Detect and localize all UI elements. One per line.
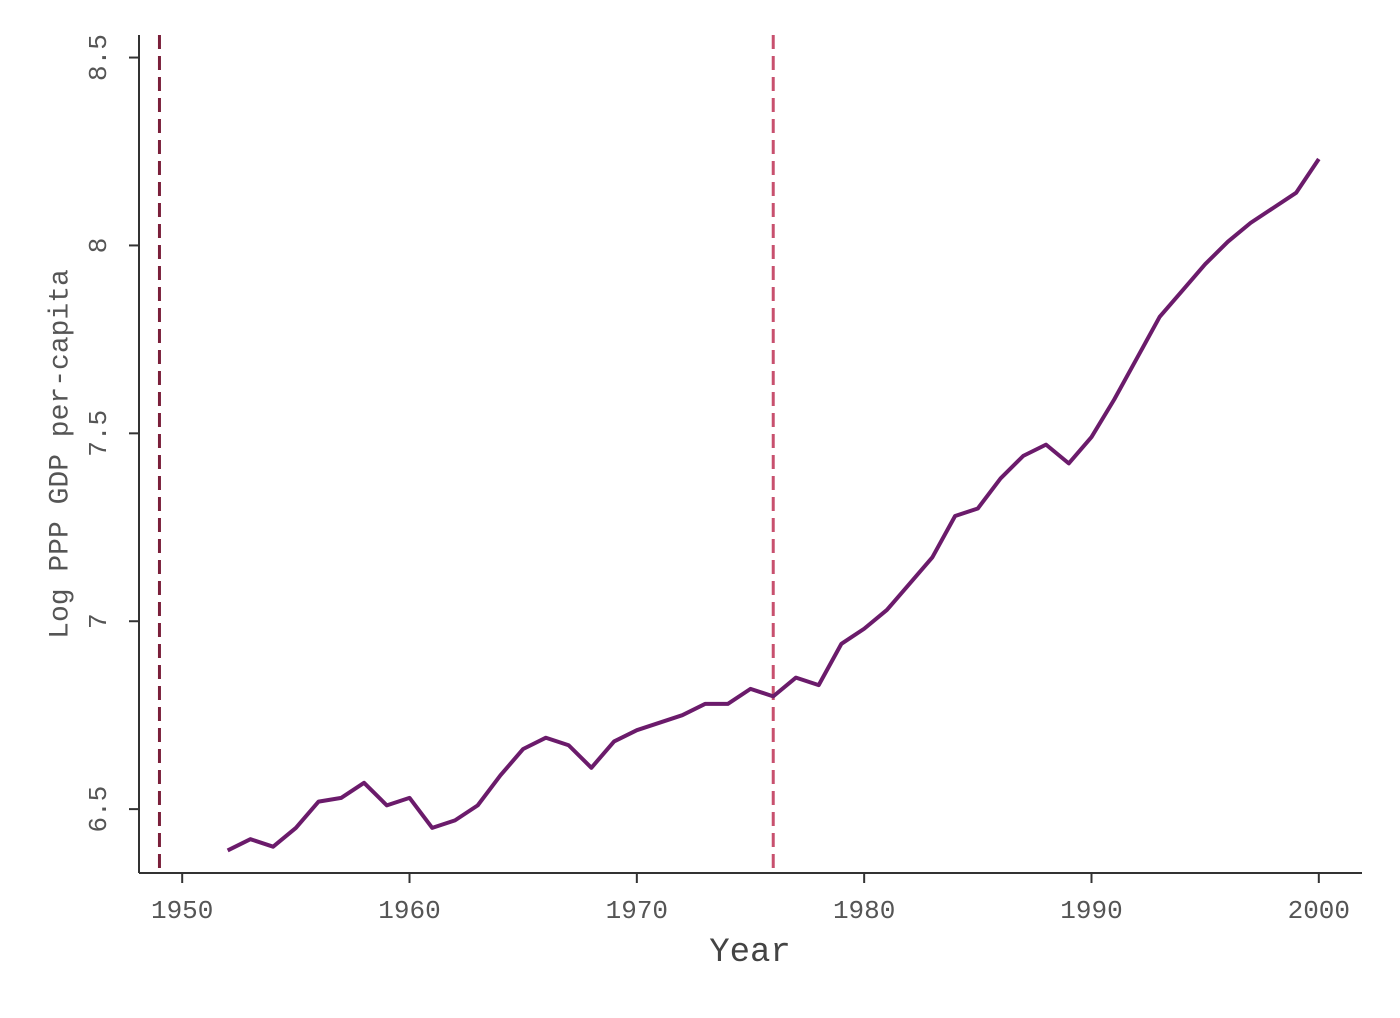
x-tick-label: 1960 xyxy=(378,896,440,926)
x-axis-label: Year xyxy=(709,934,791,972)
data-line xyxy=(226,157,1321,853)
y-tick-label: 8.5 xyxy=(84,34,114,81)
x-tick-label: 1990 xyxy=(1060,896,1122,926)
x-tick-label: 1950 xyxy=(151,896,213,926)
x-tick-label: 2000 xyxy=(1288,896,1350,926)
x-tick-label: 1980 xyxy=(833,896,895,926)
x-tick-label: 1970 xyxy=(606,896,668,926)
y-tick-label: 8 xyxy=(84,238,114,254)
y-tick-label: 7.5 xyxy=(84,410,114,457)
y-axis-label: Log PPP GDP per-capita xyxy=(45,269,76,639)
y-tick-label: 6.5 xyxy=(84,786,114,833)
y-tick-label: 7 xyxy=(84,613,114,629)
